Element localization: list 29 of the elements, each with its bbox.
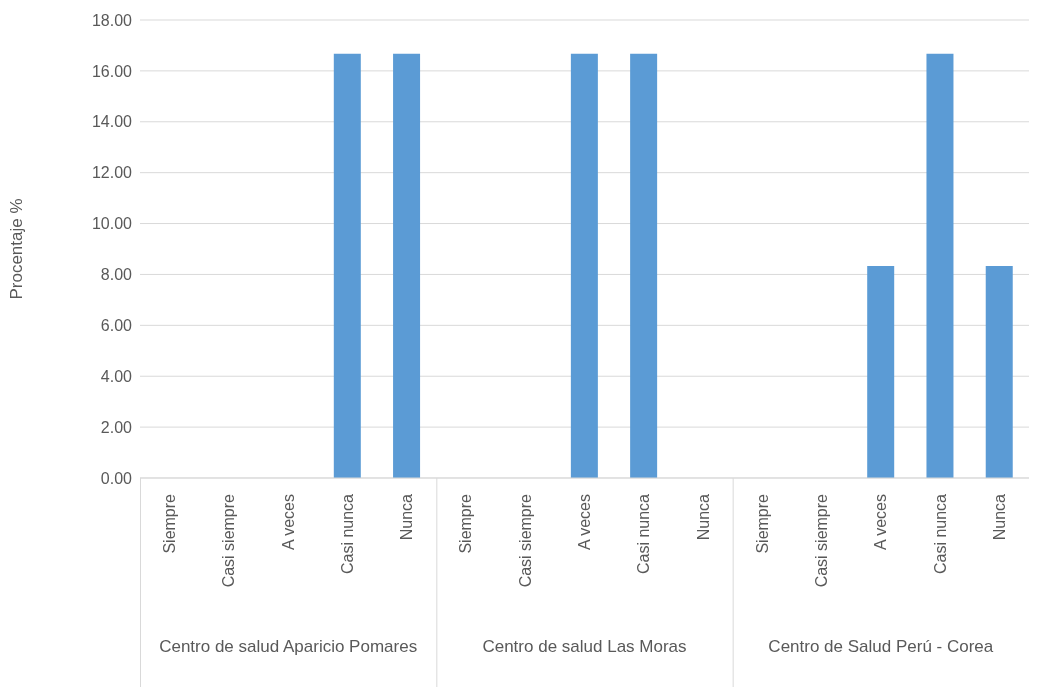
y-tick-label: 16.00 [91,62,133,80]
y-tick-label: 12.00 [91,164,133,182]
text: Centro de Salud Perú - Corea [767,636,995,658]
x-tick-label: Nunca [990,493,1008,541]
text: Centro de salud Aparicio Pomares [158,636,419,658]
x-tick-label: Siempre [457,493,475,554]
text: Centro de salud Las Moras [481,636,688,658]
y-axis-title: Procentaje % [7,198,27,300]
x-tick-label: Casi siempre [516,493,534,588]
x-tick-label: Casi siempre [220,493,238,588]
y-tick-label: 4.00 [100,367,133,385]
y-tick-label: 6.00 [100,317,133,335]
y-tick-label: 18.00 [91,11,133,29]
y-tick-label: 0.00 [100,469,133,487]
x-tick-label: Casi nunca [338,493,356,575]
x-tick-label: Siempre [753,493,771,554]
x-tick-label: Casi nunca [931,493,949,575]
y-tick-label: 14.00 [91,113,133,131]
x-tick-label: Nunca [398,493,416,541]
x-tick-label: Siempre [161,493,179,554]
y-tick-label: 10.00 [91,215,133,233]
x-tick-label: A veces [576,494,593,551]
x-tick-label: A veces [279,494,297,551]
y-tick-label: 2.00 [100,418,133,436]
x-tick-label: Casi nunca [635,493,653,575]
x-tick-label: A veces [872,494,890,551]
x-tick-label: Casi siempre [813,493,831,588]
y-tick-label: 8.00 [100,266,133,284]
x-tick-label: Nunca [694,493,712,541]
